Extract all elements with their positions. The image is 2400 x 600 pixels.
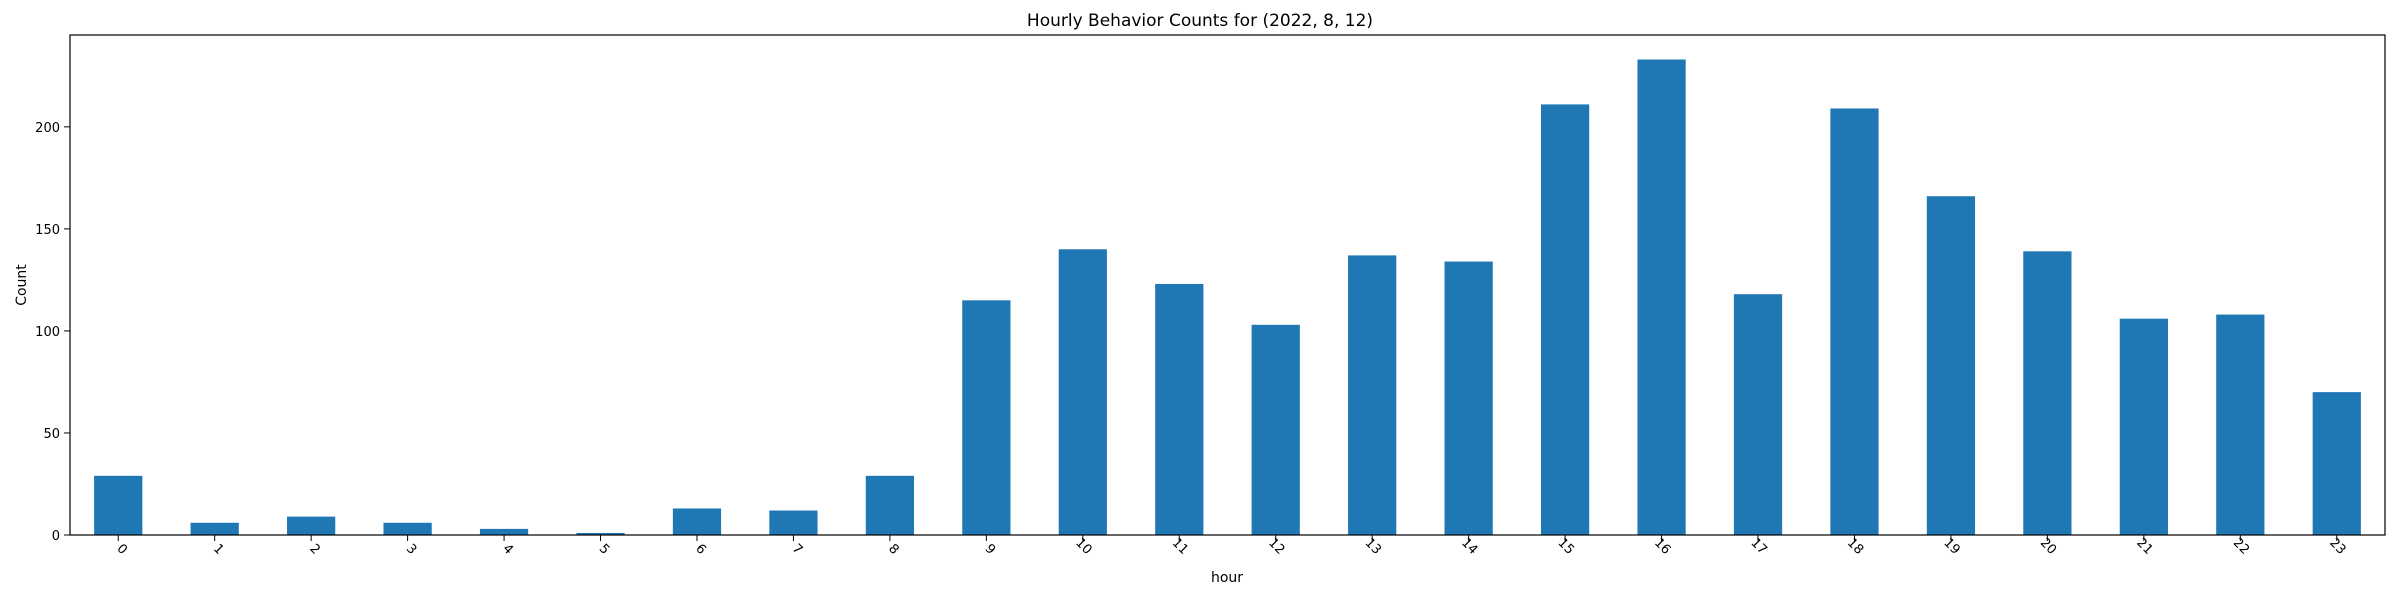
y-tick-label: 50 [43, 427, 60, 442]
x-tick-label: 0 [114, 541, 130, 557]
y-tick-label: 150 [35, 223, 60, 238]
bars-group [94, 59, 2361, 536]
y-axis-label: Count [14, 264, 30, 306]
bar-hour-19 [1926, 196, 1976, 535]
bar-hour-14 [1444, 261, 1493, 535]
x-tick-label: 20 [2037, 536, 2059, 558]
x-tick-label: 16 [1651, 536, 1673, 558]
bar-hour-4 [479, 528, 529, 535]
x-tick-label: 18 [1844, 536, 1866, 558]
bar-hour-16 [1637, 59, 1686, 536]
bar-hour-20 [2023, 251, 2072, 535]
bar-hour-15 [1540, 104, 1590, 535]
bar-hour-8 [865, 475, 915, 535]
y-axis: 0 50 100 150 200 [35, 121, 70, 544]
x-tick-label: 21 [2133, 536, 2155, 558]
bar-hour-7 [769, 510, 818, 535]
x-tick-label: 23 [2326, 536, 2348, 558]
x-tick-label: 22 [2230, 536, 2252, 558]
x-tick-label: 4 [499, 541, 515, 557]
bar-hour-5 [576, 532, 625, 535]
x-tick-label: 11 [1169, 536, 1191, 558]
bar-hour-13 [1348, 255, 1397, 535]
bar-hour-1 [190, 522, 239, 535]
bar-hour-18 [1830, 108, 1879, 535]
bar-hour-10 [1058, 249, 1107, 536]
x-tick-label: 7 [789, 541, 805, 557]
x-tick-label: 14 [1458, 536, 1480, 558]
bar-hour-2 [287, 516, 336, 535]
x-tick-label: 5 [596, 541, 612, 557]
x-tick-label: 10 [1072, 536, 1094, 558]
bar-hour-11 [1155, 283, 1204, 535]
bar-hour-22 [2216, 314, 2265, 535]
x-tick-label: 13 [1362, 536, 1384, 558]
bar-hour-9 [962, 300, 1011, 535]
plot-frame [69, 34, 2386, 536]
y-tick-label: 100 [35, 325, 60, 340]
x-tick-label: 8 [885, 541, 901, 557]
bar-hour-3 [383, 522, 432, 535]
x-tick-label: 12 [1265, 536, 1287, 558]
y-tick-label: 200 [35, 121, 60, 136]
chart-title: Hourly Behavior Counts for (2022, 8, 12) [1027, 11, 1373, 31]
x-tick-label: 6 [692, 541, 708, 557]
x-tick-label: 3 [403, 541, 419, 557]
y-tick-label: 0 [52, 529, 60, 544]
bar-hour-21 [2119, 318, 2168, 535]
bar-hour-17 [1733, 294, 1783, 535]
bar-hour-12 [1251, 324, 1300, 535]
x-tick-label: 2 [306, 541, 322, 557]
bar-hour-0 [94, 475, 143, 535]
bar-hour-6 [672, 508, 722, 535]
bar-hour-23 [2312, 392, 2361, 535]
x-axis: 0 1 2 3 4 5 6 7 8 9 10 11 12 13 14 15 16 17 18 19 20 21 22 23 [114, 535, 2349, 558]
x-tick-label: 15 [1555, 536, 1577, 558]
x-tick-label: 9 [982, 541, 998, 557]
x-axis-label: hour [1211, 570, 1243, 586]
x-tick-label: 19 [1940, 536, 1962, 558]
x-tick-label: 1 [210, 541, 226, 557]
x-tick-label: 17 [1747, 536, 1769, 558]
